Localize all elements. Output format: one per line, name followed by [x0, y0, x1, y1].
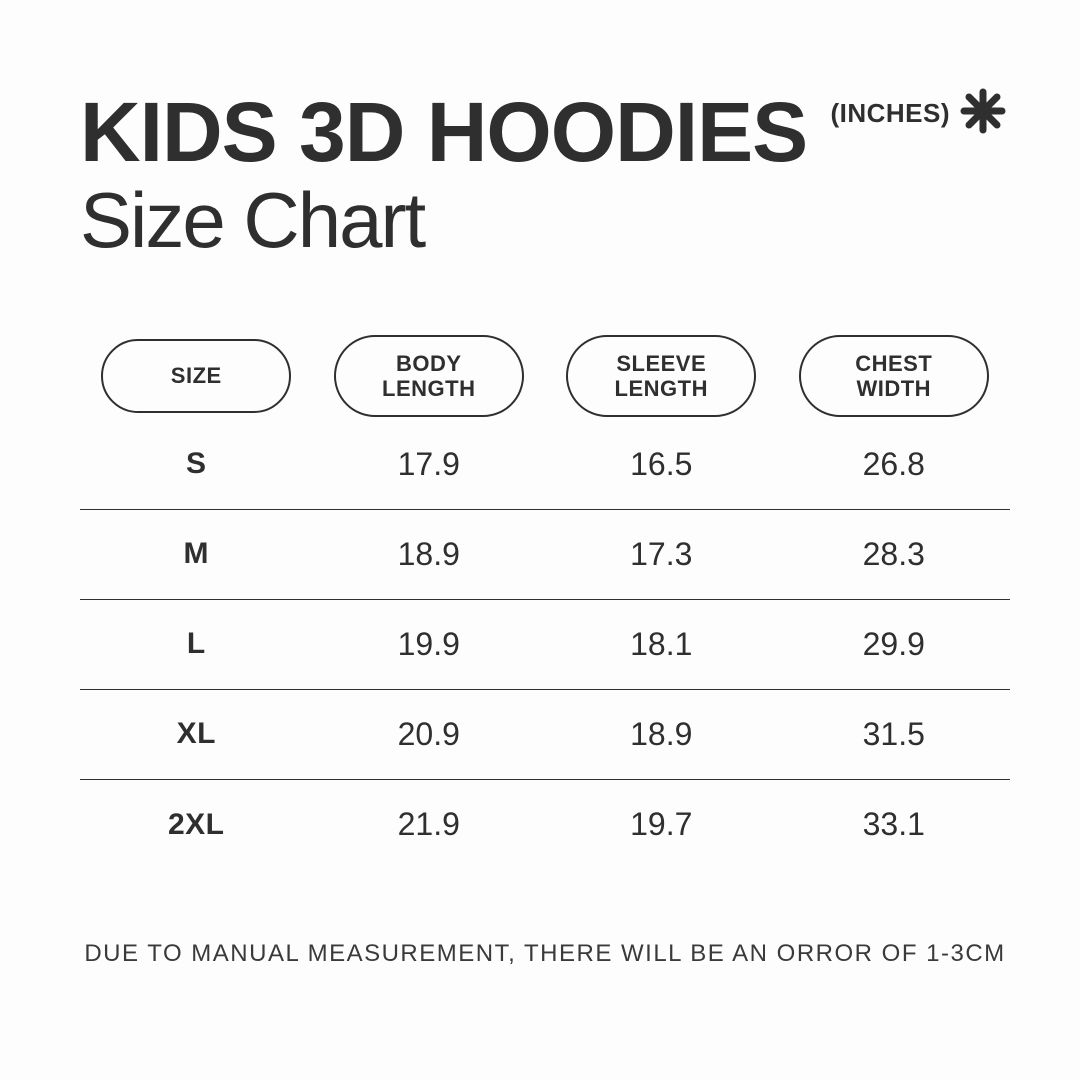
- size-label: XL: [177, 717, 216, 751]
- col-chest: CHESTWIDTH: [799, 335, 989, 418]
- size-label: M: [184, 537, 210, 571]
- chest-value: 29.9: [863, 626, 925, 663]
- table-row: L 19.9 18.1 29.9: [80, 600, 1010, 690]
- footnote: DUE TO MANUAL MEASUREMENT, THERE WILL BE…: [80, 940, 1010, 968]
- col-size: SIZE: [101, 339, 291, 412]
- body-value: 20.9: [398, 716, 460, 753]
- chest-value: 33.1: [863, 806, 925, 843]
- size-label: 2XL: [168, 808, 225, 842]
- table-header-row: SIZE BODYLENGTH SLEEVELENGTH CHESTWIDTH: [80, 332, 1010, 420]
- body-value: 17.9: [398, 446, 460, 483]
- sleeve-value: 17.3: [630, 536, 692, 573]
- subtitle: Size Chart: [80, 180, 1010, 262]
- table-row: S 17.9 16.5 26.8: [80, 420, 1010, 510]
- body-value: 21.9: [398, 806, 460, 843]
- col-sleeve: SLEEVELENGTH: [566, 335, 756, 418]
- chest-value: 26.8: [863, 446, 925, 483]
- chest-value: 28.3: [863, 536, 925, 573]
- chest-value: 31.5: [863, 716, 925, 753]
- body-value: 18.9: [398, 536, 460, 573]
- body-value: 19.9: [398, 626, 460, 663]
- table-row: 2XL 21.9 19.7 33.1: [80, 780, 1010, 870]
- table-row: M 18.9 17.3 28.3: [80, 510, 1010, 600]
- title-bold: KIDS 3D HOODIES: [80, 90, 807, 174]
- asterisk-icon: [960, 88, 1006, 134]
- chart-header: KIDS 3D HOODIES (INCHES) Size Chart: [80, 90, 1010, 262]
- size-label: S: [186, 447, 207, 481]
- sleeve-value: 18.9: [630, 716, 692, 753]
- size-table: SIZE BODYLENGTH SLEEVELENGTH CHESTWIDTH …: [80, 332, 1010, 870]
- unit-label: (INCHES): [830, 98, 950, 129]
- sleeve-value: 16.5: [630, 446, 692, 483]
- sleeve-value: 18.1: [630, 626, 692, 663]
- size-label: L: [187, 627, 206, 661]
- col-body: BODYLENGTH: [334, 335, 524, 418]
- table-row: XL 20.9 18.9 31.5: [80, 690, 1010, 780]
- sleeve-value: 19.7: [630, 806, 692, 843]
